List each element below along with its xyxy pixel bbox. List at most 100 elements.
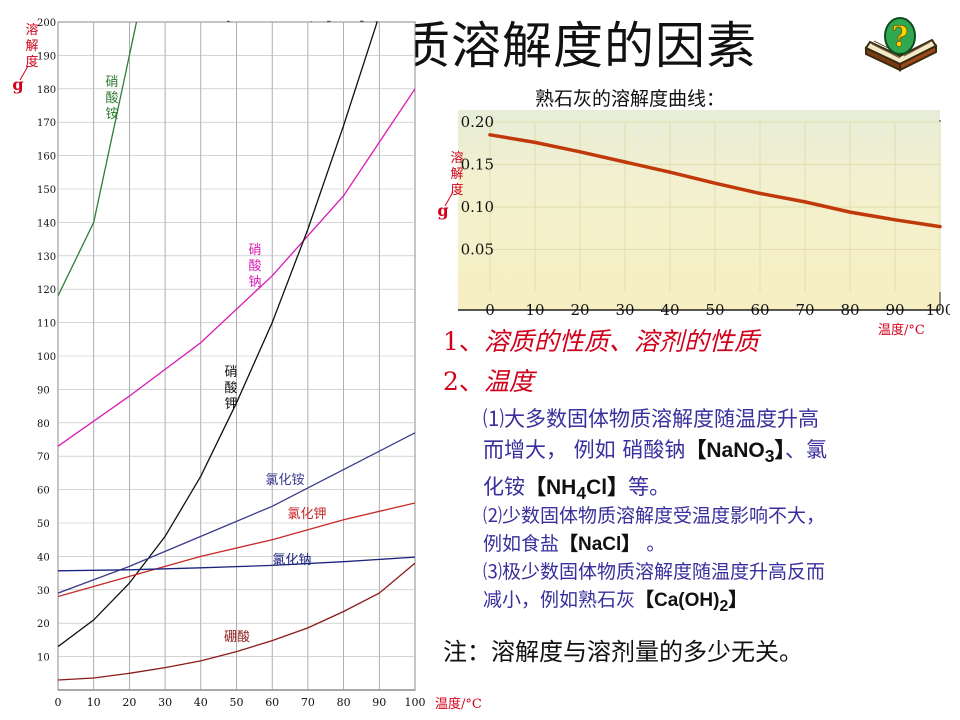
x-tick-label: 30 [615,301,634,319]
note-1-text-2: 、氯 [784,438,827,462]
y-axis-label-char: 度 [450,182,463,198]
x-tick-label: 100 [405,696,426,709]
note-1-text: 而增大， 例如 硝酸钠 [483,438,686,462]
y-tick-label: 130 [37,252,56,263]
point-1: 1、溶质的性质、溶剂的性质 [443,322,759,358]
y-tick-label: 100 [37,352,56,363]
book-question-icon: ? [864,17,938,72]
y-axis-label-char: 溶 [450,151,463,166]
y-tick-label: 30 [37,586,50,597]
chart-subtitle: 熟石灰的溶解度曲线： [535,88,726,110]
note-2-text: 例如食盐 [483,533,560,555]
solubility-curves-chart: 0 10 20 30 40 50 60 70 80 90 100 10 20 30 40 50 60 70 80 90… [12,18,482,712]
y-tick-label: 180 [37,85,56,96]
x-tick-label: 40 [660,301,679,319]
y-axis-slash [444,191,454,207]
y-tick-label: 200 [37,18,56,29]
point-1-number: 1、 [443,327,484,356]
note-3: ⑶极少数固体物质溶解度随温度升高反而 减小，例如熟石灰【Ca(OH)2】 [483,558,825,621]
x-tick-label: 90 [885,301,904,319]
y-axis-unit: g [437,201,448,220]
x-tick-label: 70 [795,301,814,319]
x-tick-label: 60 [750,301,769,319]
series-label: 氯化钠 [272,553,311,568]
note-2: ⑵少数固体物质溶解度受温度影响不大， 例如食盐【NaCl】 。 [483,502,825,559]
y-axis-label-char: 解 [25,39,38,54]
y-tick-label: 80 [37,419,50,430]
series-line [58,502,415,598]
series-line [58,432,415,594]
point-1-text: 溶质的性质、溶剂的性质 [483,327,759,356]
footnote: 注：溶解度与溶剂量的多少无关。 [443,638,803,666]
x-tick-label: 70 [301,696,315,709]
series-label: 氯化钾 [287,507,326,522]
note-1-line-2: 而增大， 例如 硝酸钠【NaNO3】、氯 [483,435,827,472]
point-2-text: 温度 [483,367,534,396]
formula-nh4cl: 【NH4Cl】 [525,476,629,504]
note-2-text-2: 。 [640,533,666,555]
y-tick-label: 20 [37,619,50,630]
y-tick-label: 10 [37,653,50,664]
y-tick-label: 0.20 [461,113,494,131]
y-tick-label: 140 [37,218,56,229]
x-tick-label: 10 [525,301,544,319]
slaked-lime-solubility-chart: 0 10 20 30 40 50 60 70 80 90 100 0.20 0.15 0.10 0.05 溶解… [437,110,950,338]
y-axis-label-char: 解 [450,167,463,182]
x-tick-label: 40 [194,696,208,709]
y-axis-label-char: 溶 [25,23,38,38]
series-label: 硼酸 [224,630,250,645]
x-tick-label: 50 [705,301,724,319]
series-label-char: 硝 [248,243,261,258]
x-tick-label: 20 [122,696,136,709]
y-tick-label: 50 [37,519,50,530]
y-axis-unit: g [12,75,23,94]
x-tick-label: 0 [55,696,62,709]
series-label-char: 硝 [105,75,118,90]
y-tick-label: 40 [37,552,50,563]
series-line [58,562,415,681]
x-tick-label: 20 [570,301,589,319]
x-tick-label: 90 [372,696,386,709]
series-label-char: 酸 [224,381,237,396]
point-2: 2、温度 [443,362,534,398]
series-label-char: 酸 [105,91,118,106]
series-label: 氯化铵 [265,473,304,488]
note-1-line-3: 化铵【NH4Cl】等。 [483,472,827,509]
series-line [58,556,415,572]
y-tick-label: 110 [37,319,56,330]
y-tick-label: 90 [37,385,50,396]
note-1-line-1: ⑴大多数固体物质溶解度随温度升高 [483,407,819,431]
note-2-line-1: ⑵少数固体物质溶解度受温度影响不大， [483,505,826,527]
svg-text:?: ? [892,20,908,53]
formula-caoh2: 【Ca(OH)2】 [635,590,748,615]
note-3-text: 减小，例如熟石灰 [483,589,636,611]
y-tick-label: 0.05 [461,241,494,259]
y-axis-label-char: 度 [25,54,38,70]
series-line-slaked-lime [488,133,942,229]
x-tick-label: 80 [840,301,859,319]
note-1: ⑴大多数固体物质溶解度随温度升高 而增大， 例如 硝酸钠【NaNO3】、氯 化铵… [483,404,827,509]
note-1-text-4: 等。 [628,475,671,500]
y-tick-label: 60 [37,486,50,497]
x-tick-label: 10 [87,696,101,709]
series-label-char: 硝 [224,365,237,380]
y-tick-label: 0.15 [461,156,494,174]
x-tick-label: 0 [485,301,495,319]
x-tick-label: 100 [926,301,950,319]
series-label-char: 钠 [248,275,261,290]
y-tick-label: 160 [37,152,56,163]
x-axis-label: 温度/°C [435,696,482,712]
series-label-char: 铵 [105,107,118,122]
series-label-char: 酸 [248,259,261,274]
series-line [58,22,138,297]
y-tick-label: 190 [37,51,56,62]
series-line [58,88,415,447]
note-3-line-1: ⑶极少数固体物质溶解度随温度升高反而 [483,561,826,583]
x-tick-label: 30 [158,696,172,709]
point-2-number: 2、 [443,367,484,396]
y-tick-label: 0.10 [461,198,494,216]
formula-nacl: 【NaCl】 [559,534,641,555]
note-1-text-3: 化铵 [483,475,525,500]
series-label-char: 钾 [224,397,237,412]
y-tick-label: 150 [37,185,56,196]
